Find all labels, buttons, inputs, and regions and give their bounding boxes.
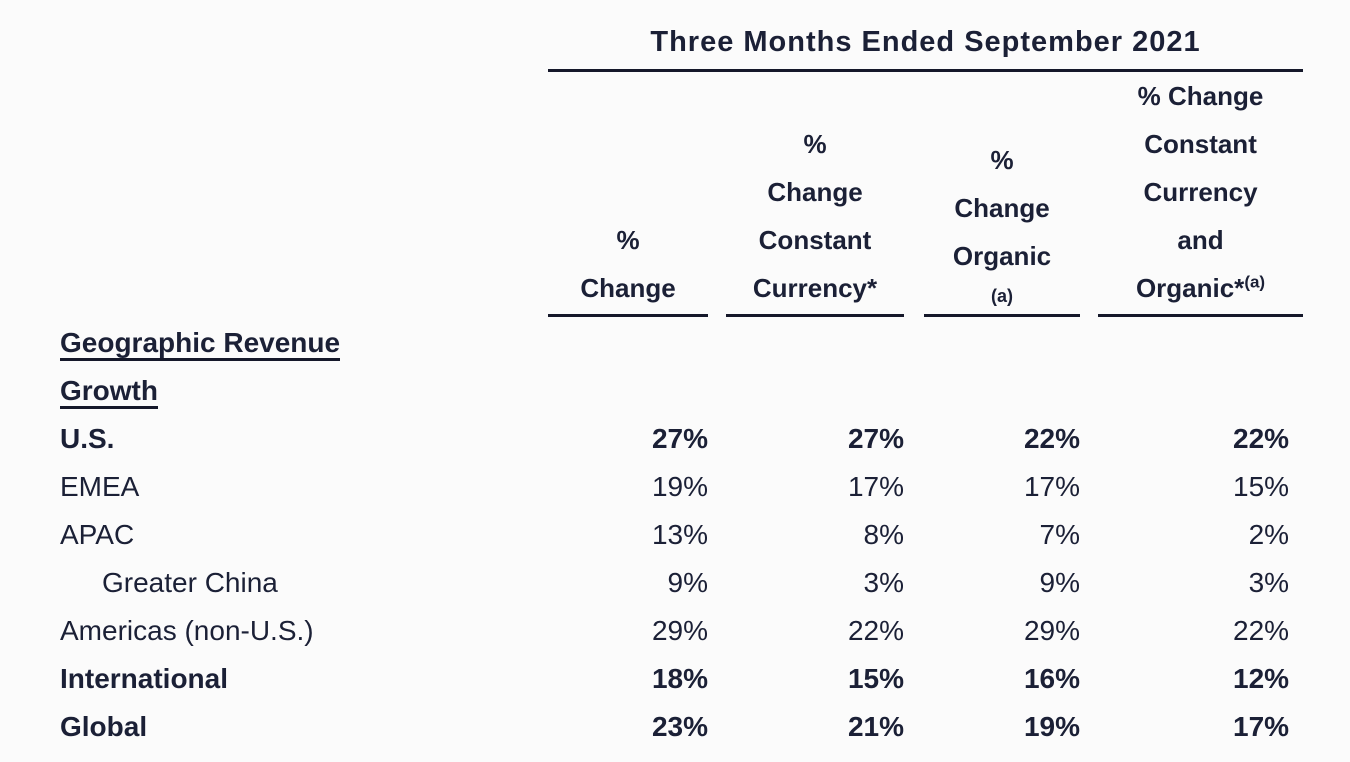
footnote-marker-a: (a) [1244,271,1266,291]
value-cell: 23% [651,710,708,742]
section-title: Geographic Revenue Growth [60,315,1303,415]
column-gap [708,463,726,511]
row-label: Global [60,710,148,742]
section-title-line1: Geographic Revenue [60,319,1303,367]
geographic-revenue-growth-table: Three Months Ended September 2021 % Chan… [60,0,1304,751]
header-line: % [990,144,1014,175]
table-row-global: Global 23% 21% 19% 17% [60,703,1303,751]
row-label: EMEA [60,470,140,502]
table-row-apac: APAC 13% 8% 7% 2% [60,511,1303,559]
column-gap [708,559,726,607]
value-cell: 18% [651,662,708,694]
column-gap [904,511,924,559]
header-final-word: Organic* [1135,272,1245,303]
column-gap [904,559,924,607]
column-gap [904,607,924,655]
header-line: and [1177,224,1224,255]
table-title: Three Months Ended September 2021 [548,0,1304,72]
header-line: Currency [1143,176,1258,207]
value-cell: 3% [1248,566,1290,598]
row-label: Americas (non-U.S.) [60,614,314,646]
header-line: % [803,128,827,159]
column-gap [904,703,924,751]
value-cell: 29% [651,614,708,646]
column-gap [708,70,726,315]
value-cell: 21% [847,710,904,742]
header-line: Currency* [752,272,878,303]
value-cell: 22% [1023,422,1080,454]
footnote-marker-a: (a) [991,285,1013,306]
column-gap [708,655,726,703]
value-cell: 27% [651,422,708,454]
table-row-emea: EMEA 19% 17% 17% 15% [60,463,1303,511]
table-row-greater-china: Greater China 9% 3% 9% 3% [60,559,1303,607]
row-label: U.S. [60,422,115,454]
value-cell: 9% [1039,566,1080,598]
row-label: International [60,662,229,694]
column-gap [904,415,924,463]
section-header-row: Geographic Revenue Growth [60,315,1303,415]
column-gap [708,607,726,655]
column-gap [904,655,924,703]
column-gap [1080,463,1098,511]
column-gap [1080,415,1098,463]
column-gap [1080,559,1098,607]
header-line: % Change [1137,80,1264,111]
value-cell: 12% [1233,662,1290,694]
title-row-spacer [60,0,548,70]
value-cell: 3% [863,566,904,598]
header-line: Constant [758,224,872,255]
value-cell: 29% [1023,614,1080,646]
header-line: Constant [1144,128,1257,159]
column-gap [1080,511,1098,559]
value-cell: 19% [1023,710,1080,742]
column-header-pct-change-constant-currency: % Change Constant Currency* [726,70,904,317]
header-line: Organic [952,240,1052,271]
value-cell: 17% [847,470,904,502]
header-row-spacer [60,70,548,315]
value-cell: 17% [1023,470,1080,502]
column-header-pct-change-cc-and-organic: % Change Constant Currency and Organic*(… [1098,70,1304,317]
value-cell: 13% [651,518,708,550]
column-gap [708,511,726,559]
column-gap [1080,70,1098,315]
value-cell: 27% [847,422,904,454]
table-row-americas-non-us: Americas (non-U.S.) 29% 22% 29% 22% [60,607,1303,655]
value-cell: 15% [847,662,904,694]
column-gap [1080,607,1098,655]
value-cell: 17% [1233,710,1290,742]
table-row-international: International 18% 15% 16% 12% [60,655,1303,703]
column-gap [904,463,924,511]
header-line: Change [954,192,1050,223]
value-cell: 22% [1233,614,1290,646]
column-gap [1080,655,1098,703]
column-header-pct-change: % Change [548,70,708,317]
column-gap [904,70,924,315]
value-cell: 22% [847,614,904,646]
header-line: Organic*(a) [1098,264,1303,312]
column-gap [1080,703,1098,751]
section-title-line2: Growth [60,367,1303,415]
row-label: APAC [60,518,135,550]
value-cell: 8% [863,518,904,550]
column-gap [708,415,726,463]
row-label: Greater China [102,566,278,598]
value-cell: 2% [1248,518,1290,550]
table-row-us: U.S. 27% 27% 22% 22% [60,415,1303,463]
column-header-row: % Change % Change Constant Currency* % C… [60,70,1304,317]
header-line: Change [580,272,676,303]
column-header-pct-change-organic: % Change Organic (a) [924,70,1080,317]
value-cell: 9% [667,566,708,598]
title-row: Three Months Ended September 2021 [60,0,1304,72]
column-gap [708,703,726,751]
header-line: % [616,224,640,255]
value-cell: 19% [651,470,708,502]
header-line: Change [767,176,863,207]
value-cell: 15% [1233,470,1290,502]
value-cell: 7% [1039,518,1080,550]
value-cell: 16% [1023,662,1080,694]
value-cell: 22% [1233,422,1290,454]
